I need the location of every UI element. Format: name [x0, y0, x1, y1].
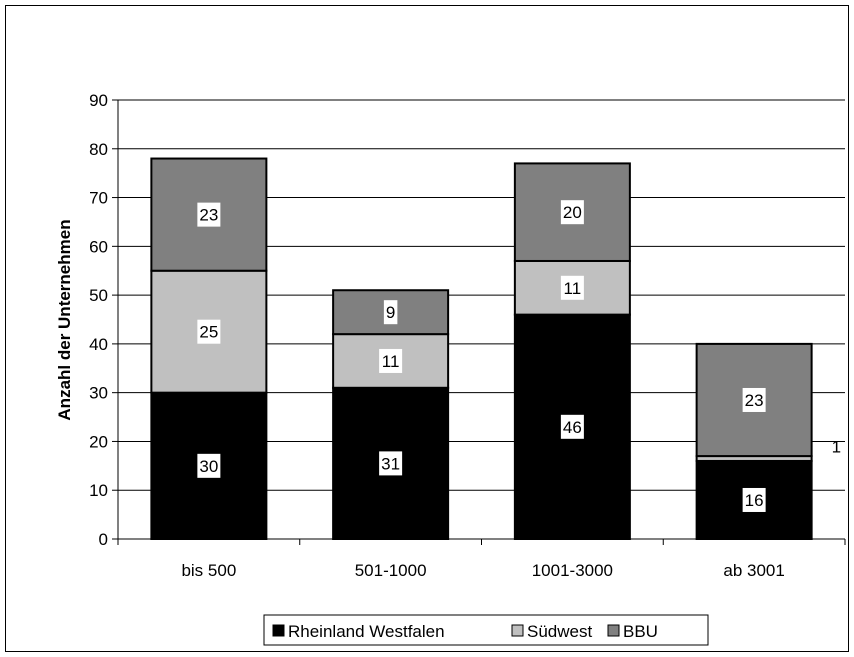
- data-label-bg: [742, 387, 766, 412]
- x-tick-label: 501-1000: [355, 561, 427, 580]
- y-tick-label: 80: [89, 140, 108, 159]
- data-labels: 30 25 23 31 11 9 46 11 20 16 1 23: [197, 200, 841, 512]
- y-tick-label: 40: [89, 335, 108, 354]
- legend-label: Rheinland Westfalen: [288, 622, 445, 641]
- y-tick-label: 0: [99, 530, 108, 549]
- legend-box: [263, 614, 709, 646]
- data-label: 25: [199, 323, 218, 342]
- data-label-bg: [197, 453, 221, 478]
- data-label: 11: [564, 279, 582, 298]
- y-tick-label: 90: [89, 91, 108, 110]
- legend-label: Südwest: [527, 622, 592, 641]
- y-tick-label: 60: [89, 237, 108, 256]
- data-label: 23: [199, 206, 218, 225]
- data-label-bg: [560, 200, 584, 225]
- legend-swatch: [272, 624, 285, 637]
- x-tick-label: 1001-3000: [532, 561, 613, 580]
- legend: Rheinland Westfalen Südwest BBU: [263, 614, 709, 646]
- data-label-bg: [560, 414, 584, 439]
- legend-label: BBU: [623, 622, 658, 641]
- data-label: 20: [563, 203, 582, 222]
- y-axis-title: Anzahl der Unternehmen: [55, 219, 74, 420]
- y-tick-label: 50: [89, 286, 108, 305]
- data-label-bg: [197, 319, 221, 344]
- data-label-bg: [560, 275, 584, 300]
- y-tick-label: 20: [89, 432, 108, 451]
- data-label: 9: [386, 303, 395, 322]
- y-tick-label: 10: [89, 481, 108, 500]
- bars: [150, 157, 813, 541]
- data-label: 46: [563, 418, 582, 437]
- x-tick-label: ab 3001: [723, 561, 784, 580]
- data-label-bg: [197, 202, 221, 227]
- data-label: 1: [832, 438, 841, 457]
- data-label-bg: [379, 348, 403, 373]
- legend-swatch: [511, 624, 524, 637]
- data-label-bg: [383, 300, 398, 325]
- data-label: 31: [381, 454, 400, 473]
- data-label-bg: [379, 451, 403, 476]
- y-tick-label: 70: [89, 189, 108, 208]
- data-label: 30: [199, 457, 218, 476]
- data-label: 16: [745, 491, 764, 510]
- data-label: 23: [745, 391, 764, 410]
- axes: 0 10 20 30 40 50 60 70 80 90 bis 500 501-1000 1001-3…: [89, 91, 846, 580]
- data-label-bg: [742, 487, 766, 512]
- data-label: 11: [382, 352, 400, 371]
- x-tick-label: bis 500: [181, 561, 236, 580]
- legend-swatch: [607, 624, 620, 637]
- y-tick-label: 30: [89, 384, 108, 403]
